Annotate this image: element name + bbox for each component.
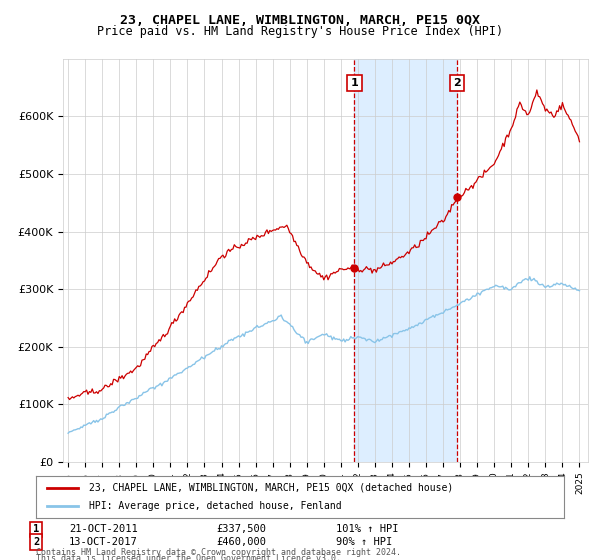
Bar <box>355 59 457 462</box>
Text: Contains HM Land Registry data © Crown copyright and database right 2024.: Contains HM Land Registry data © Crown c… <box>36 548 401 557</box>
Text: 1: 1 <box>350 78 358 88</box>
Text: 101% ↑ HPI: 101% ↑ HPI <box>336 524 398 534</box>
Text: 13-OCT-2017: 13-OCT-2017 <box>69 537 138 547</box>
Text: 21-OCT-2011: 21-OCT-2011 <box>69 524 138 534</box>
Text: 90% ↑ HPI: 90% ↑ HPI <box>336 537 392 547</box>
Text: 23, CHAPEL LANE, WIMBLINGTON, MARCH, PE15 0QX (detached house): 23, CHAPEL LANE, WIMBLINGTON, MARCH, PE1… <box>89 483 453 493</box>
Text: 2: 2 <box>453 78 461 88</box>
Text: £460,000: £460,000 <box>216 537 266 547</box>
Text: Price paid vs. HM Land Registry's House Price Index (HPI): Price paid vs. HM Land Registry's House … <box>97 25 503 38</box>
Text: This data is licensed under the Open Government Licence v3.0.: This data is licensed under the Open Gov… <box>36 554 341 560</box>
Text: 2: 2 <box>33 537 39 547</box>
Text: 23, CHAPEL LANE, WIMBLINGTON, MARCH, PE15 0QX: 23, CHAPEL LANE, WIMBLINGTON, MARCH, PE1… <box>120 14 480 27</box>
Text: 1: 1 <box>33 524 39 534</box>
Text: HPI: Average price, detached house, Fenland: HPI: Average price, detached house, Fenl… <box>89 501 341 511</box>
Text: £337,500: £337,500 <box>216 524 266 534</box>
